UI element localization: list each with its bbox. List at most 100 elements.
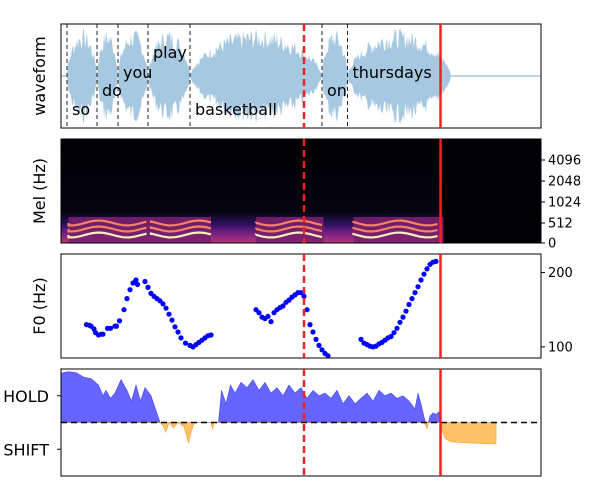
f0-point <box>145 284 151 290</box>
f0-point <box>307 322 313 328</box>
mel-harmonic <box>352 231 438 239</box>
word-label-on: on <box>327 81 347 100</box>
f0-point <box>134 281 141 288</box>
f0-panel: 100 200 F0 (Hz) <box>30 253 573 359</box>
mel-tick-label: 1024 <box>548 196 581 211</box>
f0-point <box>113 323 120 329</box>
f0-tick-label: 200 <box>548 266 573 281</box>
f0-point <box>304 307 310 313</box>
f0-point <box>175 329 181 335</box>
word-label-basketball: basketball <box>195 100 277 119</box>
f0-point <box>121 307 127 313</box>
f0-point <box>301 293 307 299</box>
f0-point <box>313 336 319 342</box>
f0-point <box>358 336 364 342</box>
mel-harmonic <box>149 231 212 239</box>
f0-point <box>412 290 418 296</box>
f0-point <box>400 314 406 320</box>
mel-ylabel: Mel (Hz) <box>30 158 49 224</box>
f0-point <box>388 333 394 340</box>
mel-silence <box>443 139 541 243</box>
hold-area <box>60 371 496 423</box>
word-label-you: you <box>123 63 152 82</box>
word-label-do: do <box>102 81 122 100</box>
mel-tick-label: 512 <box>548 217 573 232</box>
vap-panel: HOLD SHIFT <box>3 368 542 477</box>
word-label-thursdays: thursdays <box>353 63 432 82</box>
mel-harmonic <box>149 219 212 227</box>
mel-yticks: 0 512 1024 2048 4096 <box>541 154 581 252</box>
f0-point <box>394 325 400 331</box>
mel-tick-label: 4096 <box>548 154 581 169</box>
f0-point <box>166 311 172 317</box>
f0-point <box>127 287 133 293</box>
f0-point <box>424 266 430 272</box>
f0-point <box>265 313 271 319</box>
f0-point <box>142 278 148 285</box>
f0-point <box>406 301 412 308</box>
f0-point <box>397 319 403 325</box>
f0-point <box>421 271 427 277</box>
mel-harmonic <box>352 225 438 233</box>
f0-point <box>178 335 184 341</box>
f0-point <box>160 301 166 307</box>
vap-tick-label-hold: HOLD <box>3 387 49 406</box>
f0-point <box>100 331 106 337</box>
f0-point <box>316 342 322 348</box>
f0-point <box>325 353 331 359</box>
mel-panel: 0 512 1024 2048 4096 Mel (Hz) <box>30 138 581 252</box>
mel-harmonic <box>67 225 147 233</box>
waveform-ylabel: waveform <box>30 36 49 116</box>
f0-ylabel: F0 (Hz) <box>30 277 49 334</box>
f0-point <box>169 317 175 323</box>
f0-point <box>163 305 169 311</box>
waveform-envelope <box>61 28 541 124</box>
f0-point <box>172 324 178 330</box>
mel-axes-frame <box>60 138 542 244</box>
word-label-so: so <box>72 100 90 119</box>
f0-point <box>182 340 189 346</box>
mel-harmonic <box>254 231 323 239</box>
f0-point <box>433 258 439 264</box>
mel-harmonic <box>254 219 323 227</box>
f0-point <box>403 308 409 314</box>
f0-point <box>319 347 325 353</box>
mel-tick-label: 0 <box>548 237 556 252</box>
mel-harmonic <box>67 231 147 239</box>
f0-point <box>298 290 304 296</box>
mel-spectrogram-harmonics <box>67 139 541 243</box>
f0-point <box>124 296 130 302</box>
f0-point <box>409 296 415 302</box>
f0-points <box>83 258 439 359</box>
mel-tick-label: 2048 <box>548 175 581 190</box>
f0-point <box>310 329 316 335</box>
mel-harmonic <box>149 225 212 233</box>
hold-shift-area <box>60 371 497 445</box>
f0-tick-label: 100 <box>548 340 573 355</box>
mel-harmonic <box>254 225 323 233</box>
f0-point <box>256 310 262 316</box>
f0-point <box>116 318 123 324</box>
f0-point <box>133 277 139 283</box>
vap-axes-frame <box>60 368 542 477</box>
word-label-play: play <box>153 43 187 62</box>
f0-point <box>280 303 286 309</box>
f0-point <box>107 325 114 331</box>
f0-point <box>418 277 424 283</box>
f0-yticks: 100 200 <box>541 266 573 355</box>
time-markers <box>302 24 442 476</box>
f0-point <box>208 332 214 338</box>
mel-harmonic <box>67 219 147 227</box>
mel-harmonic <box>352 219 438 227</box>
f0-point <box>391 330 397 336</box>
f0-point <box>415 284 421 290</box>
f0-axes-frame <box>60 253 542 359</box>
waveform-signal <box>61 28 541 124</box>
f0-point <box>268 319 274 325</box>
vap-yticks: HOLD SHIFT <box>3 387 61 459</box>
waveform-axes-frame <box>60 23 542 129</box>
shift-area <box>61 421 497 445</box>
